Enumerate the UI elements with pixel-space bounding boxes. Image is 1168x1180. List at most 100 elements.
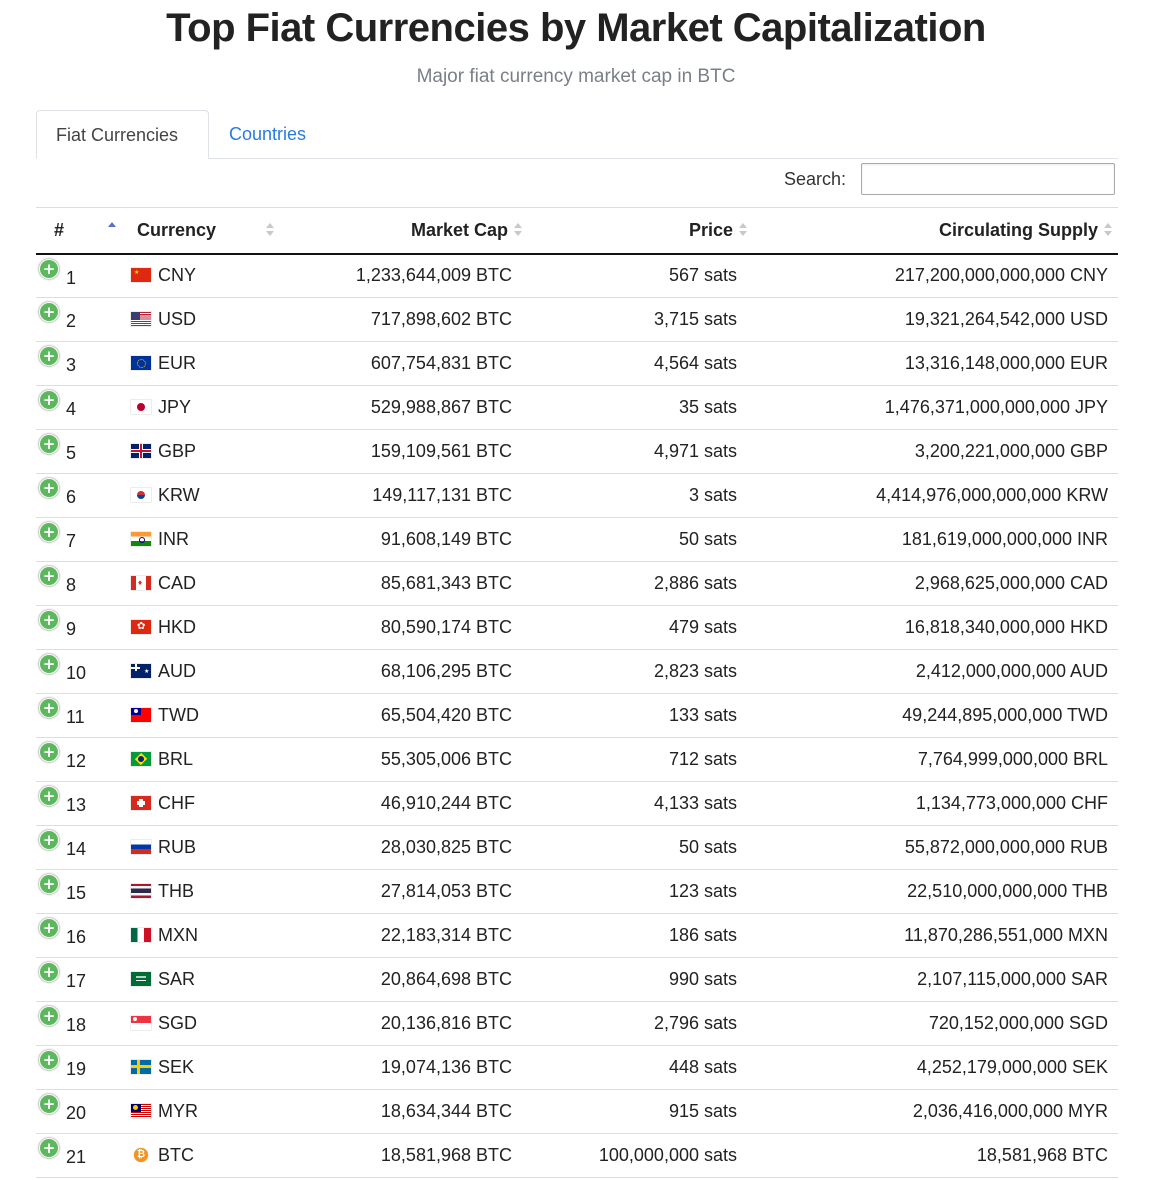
expand-row-icon[interactable]: + <box>39 390 59 410</box>
currency-code: CNY <box>158 265 197 286</box>
expand-row-icon[interactable]: + <box>39 786 59 806</box>
table-row[interactable]: +19 SEK 19,074,136 BTC 448 sats 4,252,179,00… <box>36 1045 1118 1090</box>
rank-value: 9 <box>66 619 77 639</box>
column-header-rank[interactable]: # <box>36 207 123 255</box>
currency-code: SAR <box>158 969 196 989</box>
currency-code: THB <box>158 881 194 901</box>
column-header-currency[interactable]: Currency <box>123 207 280 255</box>
table-row[interactable]: +4 JPY 529,988,867 BTC 35 sats 1,476,371,000… <box>36 385 1118 430</box>
expand-row-icon[interactable]: + <box>39 918 59 938</box>
table-row[interactable]: +13 CHF 46,910,244 BTC 4,133 sats 1,134,773,… <box>36 781 1118 826</box>
price-cell: 50 sats <box>528 517 753 562</box>
expand-row-icon[interactable]: + <box>39 566 59 586</box>
table-row[interactable]: +16 MXN 22,183,314 BTC 186 sats 11,870,286,5… <box>36 913 1118 958</box>
circulating-supply-cell: 1,476,371,000,000,000 JPY <box>753 385 1118 430</box>
currency-code: MXN <box>158 925 198 945</box>
column-header-price[interactable]: Price <box>528 207 753 255</box>
currency-cell: ★ CNY <box>123 253 280 298</box>
rank-cell: +1 <box>36 253 123 298</box>
sort-icon <box>266 223 274 239</box>
table-row[interactable]: +10 ★ AUD 68,106,295 BTC 2,823 sats 2,412,000… <box>36 649 1118 694</box>
table-row[interactable]: +2 USD 717,898,602 BTC 3,715 sats 19,321,264… <box>36 297 1118 342</box>
circulating-supply-cell: 19,321,264,542,000 USD <box>753 297 1118 342</box>
currency-cell: KRW <box>123 473 280 518</box>
rank-cell: +12 <box>36 737 123 782</box>
expand-row-icon[interactable]: + <box>39 1094 59 1114</box>
circulating-supply-cell: 1,134,773,000,000 CHF <box>753 781 1118 826</box>
rank-cell: +5 <box>36 429 123 474</box>
expand-row-icon[interactable]: + <box>39 258 59 279</box>
price-cell: 479 sats <box>528 605 753 650</box>
expand-row-icon[interactable]: + <box>39 1138 59 1158</box>
table-row[interactable]: +21 ₿ BTC 18,581,968 BTC 100,000,000 sats 18,… <box>36 1133 1118 1178</box>
price-cell: 186 sats <box>528 913 753 958</box>
expand-row-icon[interactable]: + <box>39 478 59 498</box>
market-cap-cell: 85,681,343 BTC <box>280 561 528 606</box>
circulating-supply-cell: 7,764,999,000,000 BRL <box>753 737 1118 782</box>
expand-row-icon[interactable]: + <box>39 302 59 322</box>
expand-row-icon[interactable]: + <box>39 522 59 542</box>
table-row[interactable]: +12 BRL 55,305,006 BTC 712 sats 7,764,999,00… <box>36 737 1118 782</box>
expand-row-icon[interactable]: + <box>39 742 59 762</box>
market-cap-cell: 18,634,344 BTC <box>280 1089 528 1134</box>
table-row[interactable]: +11 TWD 65,504,420 BTC 133 sats 49,244,895,0… <box>36 693 1118 738</box>
column-header-currency-label: Currency <box>137 219 217 240</box>
market-cap-cell: 27,814,053 BTC <box>280 869 528 914</box>
rank-cell: +14 <box>36 825 123 870</box>
china-flag: ★ <box>131 268 151 283</box>
expand-row-icon[interactable]: + <box>39 830 59 850</box>
market-cap-cell: 55,305,006 BTC <box>280 737 528 782</box>
currency-code: HKD <box>158 617 197 637</box>
table-row[interactable]: +1 ★ CNY 1,233,644,009 BTC 567 sats 217,200,0… <box>36 253 1118 298</box>
expand-row-icon[interactable]: + <box>39 610 59 630</box>
table-row[interactable]: +15 THB 27,814,053 BTC 123 sats 22,510,000,0… <box>36 869 1118 914</box>
column-header-rank-label: # <box>54 219 65 240</box>
table-row[interactable]: +5 GBP 159,109,561 BTC 4,971 sats 3,200,221,… <box>36 429 1118 474</box>
table-row[interactable]: +20 MYR 18,634,344 BTC 915 sats 2,036,416,00… <box>36 1089 1118 1134</box>
rank-cell: +9 <box>36 605 123 650</box>
expand-row-icon[interactable]: + <box>39 962 59 982</box>
rank-cell: +17 <box>36 957 123 1002</box>
switzerland-flag <box>131 796 151 810</box>
rank-value: 7 <box>66 531 77 551</box>
circulating-supply-cell: 3,200,221,000,000 GBP <box>753 429 1118 474</box>
column-header-market-cap[interactable]: Market Cap <box>280 207 528 255</box>
circulating-supply-cell: 181,619,000,000,000 INR <box>753 517 1118 562</box>
tab-fiat-currencies[interactable]: Fiat Currencies <box>36 110 209 159</box>
thailand-flag <box>131 884 151 898</box>
rank-cell: +16 <box>36 913 123 958</box>
table-row[interactable]: +14 RUB 28,030,825 BTC 50 sats 55,872,000,00… <box>36 825 1118 870</box>
currency-code: BRL <box>158 749 194 769</box>
table-row[interactable]: +17 SAR 20,864,698 BTC 990 sats 2,107,115,00… <box>36 957 1118 1002</box>
expand-row-icon[interactable]: + <box>39 1050 59 1070</box>
sort-ascending-icon <box>108 222 116 238</box>
table-row[interactable]: +18 SGD 20,136,816 BTC 2,796 sats 720,152,00… <box>36 1001 1118 1046</box>
price-cell: 3 sats <box>528 473 753 518</box>
expand-row-icon[interactable]: + <box>39 874 59 894</box>
expand-row-icon[interactable]: + <box>39 434 59 454</box>
table-row[interactable]: +6 KRW 149,117,131 BTC 3 sats 4,414,976,000,… <box>36 473 1118 518</box>
table-row[interactable]: +3 EUR 607,754,831 BTC 4,564 sats 13,316,148… <box>36 341 1118 386</box>
rank-cell: +15 <box>36 869 123 914</box>
rank-value: 19 <box>66 1059 87 1079</box>
expand-row-icon[interactable]: + <box>39 654 59 674</box>
table-row[interactable]: +7 INR 91,608,149 BTC 50 sats 181,619,000,00… <box>36 517 1118 562</box>
rank-value: 4 <box>66 399 77 419</box>
market-cap-cell: 149,117,131 BTC <box>280 473 528 518</box>
price-cell: 4,971 sats <box>528 429 753 474</box>
table-row[interactable]: +9 ✿ HKD 80,590,174 BTC 479 sats 16,818,340,0… <box>36 605 1118 650</box>
currency-cell: MYR <box>123 1089 280 1134</box>
expand-row-icon[interactable]: + <box>39 1006 59 1026</box>
column-header-circulating-supply[interactable]: Circulating Supply <box>753 207 1118 255</box>
currency-code: KRW <box>158 485 200 505</box>
circulating-supply-cell: 13,316,148,000,000 EUR <box>753 341 1118 386</box>
price-cell: 4,564 sats <box>528 341 753 386</box>
currency-code: RUB <box>158 837 197 857</box>
currency-cell: ♦ CAD <box>123 561 280 606</box>
table-row[interactable]: +8 ♦ CAD 85,681,343 BTC 2,886 sats 2,968,625,… <box>36 561 1118 606</box>
expand-row-icon[interactable]: + <box>39 346 59 366</box>
search-input[interactable] <box>861 163 1115 195</box>
tab-countries[interactable]: Countries <box>229 124 307 144</box>
rank-value: 5 <box>66 443 77 463</box>
expand-row-icon[interactable]: + <box>39 698 59 718</box>
